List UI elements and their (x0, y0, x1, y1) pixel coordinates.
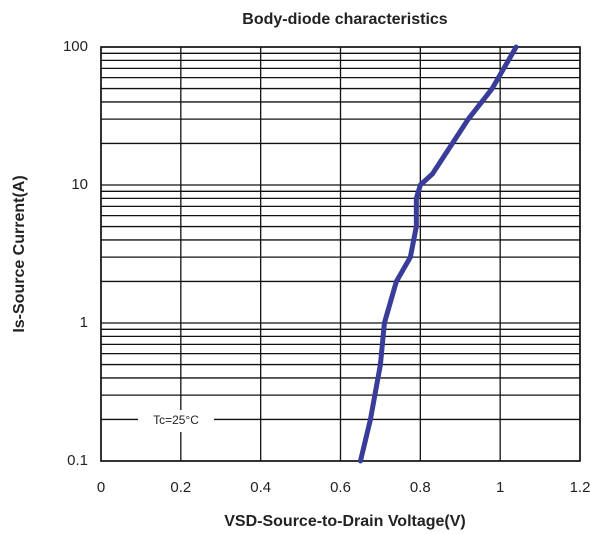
data-line (357, 44, 519, 464)
y-tick-label: 0.1 (67, 452, 88, 469)
y-tick-label: 1 (80, 314, 88, 331)
y-tick-label: 100 (63, 38, 88, 55)
x-axis-label: VSD-Source-to-Drain Voltage(V) (224, 513, 466, 530)
x-tick-label: 1 (496, 479, 504, 496)
x-tick-label: 0.6 (330, 479, 351, 496)
x-tick-label: 0 (97, 479, 105, 496)
x-tick-label: 0.4 (250, 479, 271, 496)
annotation: Tc=25°C (153, 413, 199, 427)
plot-frame (100, 46, 581, 462)
chart-title: Body-diode characteristics (242, 11, 448, 28)
y-axis-label: Is-Source Current(A) (11, 175, 28, 332)
annotation-bg (138, 410, 214, 432)
x-tick-label: 0.8 (410, 479, 431, 496)
x-tick-label: 0.2 (170, 479, 191, 496)
x-tick-label: 1.2 (570, 479, 590, 496)
y-tick-label: 10 (71, 176, 88, 193)
